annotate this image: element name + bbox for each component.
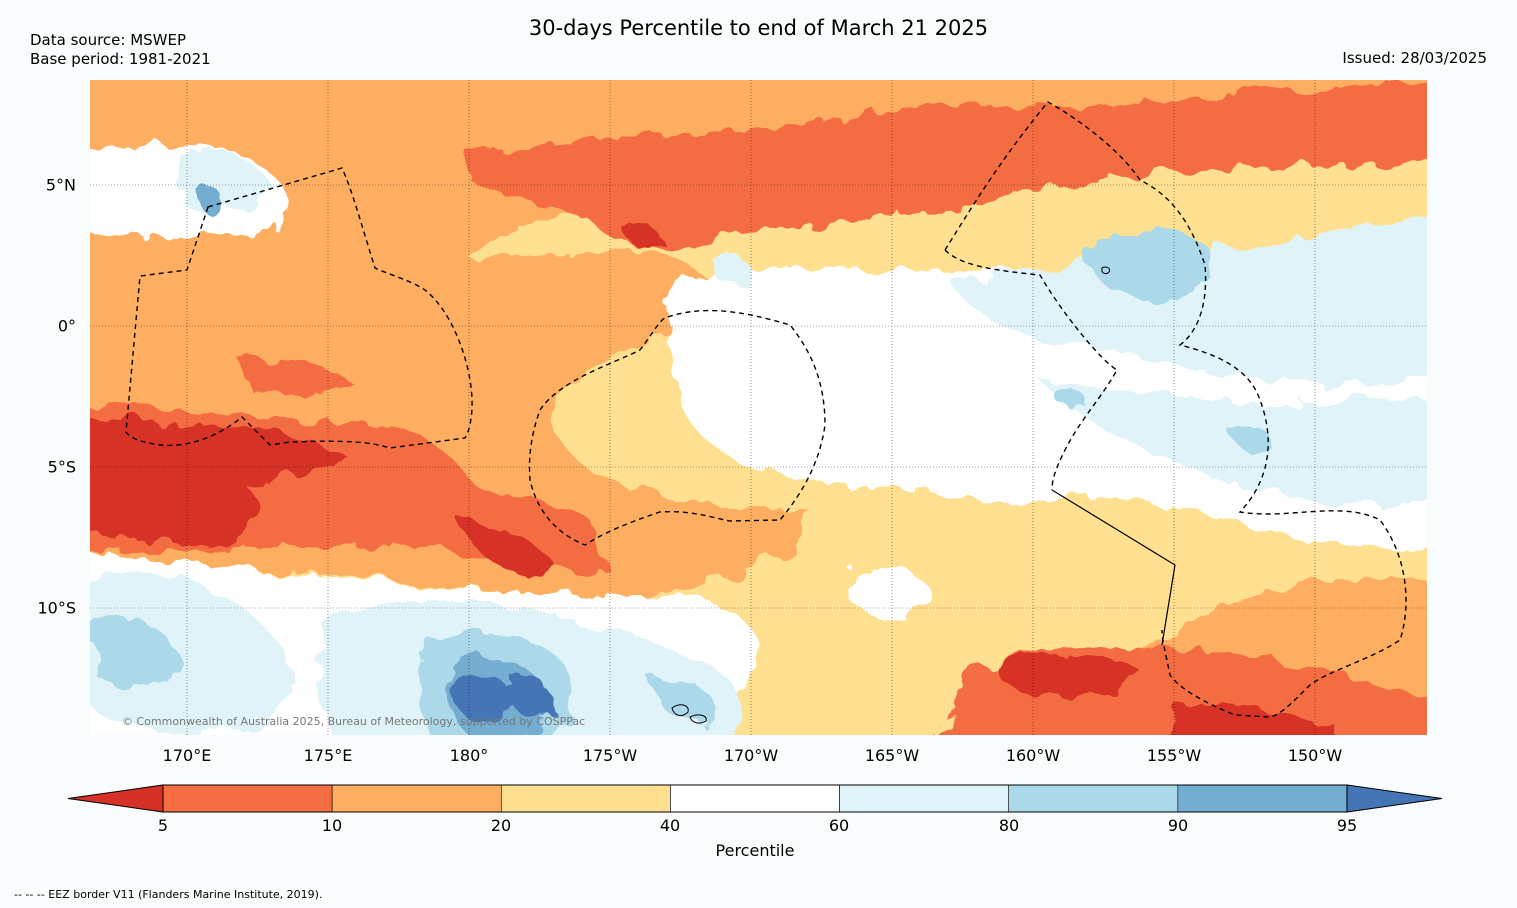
colorbar-tick: 60 (828, 816, 850, 835)
data-source-label: Data source: MSWEP (30, 31, 187, 49)
field-60-80 (90, 575, 292, 734)
field-gt95 (510, 674, 553, 719)
lat-label: 10°S (37, 598, 76, 618)
percentile-map: © Commonwealth of Australia 2025, Bureau… (90, 80, 1427, 735)
colorbar-tick: 95 (1336, 816, 1358, 835)
field-80-90 (650, 679, 716, 724)
map-title: 30-days Percentile to end of March 21 20… (528, 16, 989, 40)
base-period-label: Base period: 1981-2021 (30, 50, 211, 68)
issued-date-label: Issued: 28/03/2025 (1342, 49, 1487, 67)
colorbar-label: Percentile (715, 841, 795, 860)
field-90-95 (195, 188, 226, 214)
field-60-80 (950, 215, 1427, 385)
lon-label: 155°W (1146, 746, 1202, 765)
lon-label: 175°W (582, 746, 638, 765)
map-canvas (90, 80, 1427, 735)
field-lt5 (460, 520, 560, 576)
lat-label: 5°N (45, 175, 76, 195)
colorbar-segments (67, 784, 1443, 813)
island-outline (671, 704, 689, 716)
field-lt5 (620, 223, 661, 247)
colorbar-segment (1177, 784, 1348, 813)
colorbar-tick: 5 (157, 816, 169, 835)
field-80-90 (1050, 388, 1086, 407)
colorbar-segment (162, 784, 333, 813)
colorbar-tick: 10 (321, 816, 343, 835)
lon-label: 170°W (723, 746, 779, 765)
colorbar-tick: 20 (490, 816, 512, 835)
lat-label: 0° (57, 316, 76, 336)
colorbar-extend-low (67, 784, 164, 813)
field-80-90 (90, 616, 180, 689)
field-lt5 (1170, 703, 1340, 735)
lon-label: 175°E (303, 746, 353, 765)
field-60-80 (1040, 380, 1427, 504)
colorbar-segment (670, 784, 840, 813)
field-gt95 (451, 673, 515, 720)
eez-border (944, 249, 1118, 491)
colorbar (67, 784, 1443, 813)
field-40-60 (850, 566, 930, 619)
copyright-notice: © Commonwealth of Australia 2025, Bureau… (122, 715, 586, 728)
field-5-10 (240, 358, 350, 396)
island-outline (1101, 266, 1111, 275)
colorbar-frame (162, 784, 1348, 813)
eez-legend-note: -- -- -- EEZ border V11 (Flanders Marine… (14, 888, 323, 901)
island-outline (689, 714, 707, 724)
colorbar-segment (1008, 784, 1179, 813)
colorbar-tick: 40 (659, 816, 681, 835)
lat-label: 5°S (47, 457, 76, 477)
eez-border (944, 101, 1407, 718)
colorbar-segment (839, 784, 1010, 813)
colorbar-tick: 90 (1167, 816, 1189, 835)
field-lt5 (990, 654, 1140, 697)
lon-label: 150°W (1287, 746, 1343, 765)
lon-label: 165°W (864, 746, 920, 765)
colorbar-segment (500, 784, 671, 813)
lon-label: 160°W (1005, 746, 1061, 765)
field-5-10 (470, 81, 1427, 249)
colorbar-extend-high (1346, 784, 1443, 813)
lon-label: 170°E (162, 746, 212, 765)
colorbar-segment (331, 784, 502, 813)
eez-border (528, 309, 826, 546)
field-80-90 (1088, 231, 1212, 300)
field-lt5 (90, 416, 350, 545)
lon-label: 180° (449, 746, 489, 765)
field-80-90 (1230, 428, 1276, 454)
eez-border (125, 167, 473, 449)
boundary-line (1051, 489, 1176, 646)
colorbar-tick: 80 (998, 816, 1020, 835)
field-60-80 (710, 256, 753, 288)
